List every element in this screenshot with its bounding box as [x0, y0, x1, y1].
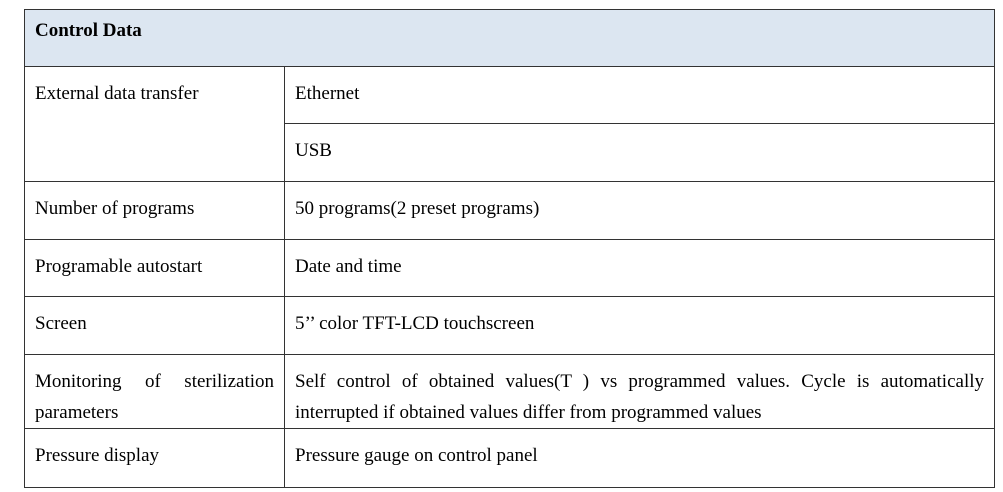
- table-row: Pressure display Pressure gauge on contro…: [24, 428, 996, 488]
- row-value: Pressure gauge on control panel: [283, 428, 996, 488]
- table-title: Control Data: [23, 9, 996, 67]
- table-row: Monitoring of sterilization parameters Se…: [24, 354, 996, 429]
- row-value: Self control of obtained values(T ) vs p…: [283, 354, 996, 429]
- row-label: External data transfer: [24, 66, 285, 182]
- table-row: Screen 5’’ color TFT-LCD touchscreen: [24, 296, 996, 355]
- row-value: Ethernet: [283, 66, 996, 124]
- row-value: USB: [283, 123, 996, 182]
- header-row: Control Data: [23, 9, 996, 67]
- table-row: Number of programs 50 programs(2 preset p…: [24, 181, 996, 240]
- table-row: Programable autostart Date and time: [24, 239, 996, 297]
- row-label: Pressure display: [24, 428, 285, 488]
- table-row: External data transfer Ethernet: [24, 66, 996, 182]
- row-value: Date and time: [283, 239, 996, 297]
- row-label: Number of programs: [24, 181, 285, 240]
- row-label: Monitoring of sterilization parameters: [24, 354, 285, 429]
- row-value: 50 programs(2 preset programs): [283, 181, 996, 240]
- table-row: USB: [25, 123, 996, 182]
- row-value: 5’’ color TFT-LCD touchscreen: [283, 296, 996, 355]
- table-body: Control Data External data transfer Ether…: [23, 9, 996, 488]
- control-data-table: Control Data External data transfer Ether…: [23, 9, 996, 488]
- row-label: Screen: [24, 296, 285, 355]
- row-label: Programable autostart: [24, 239, 285, 297]
